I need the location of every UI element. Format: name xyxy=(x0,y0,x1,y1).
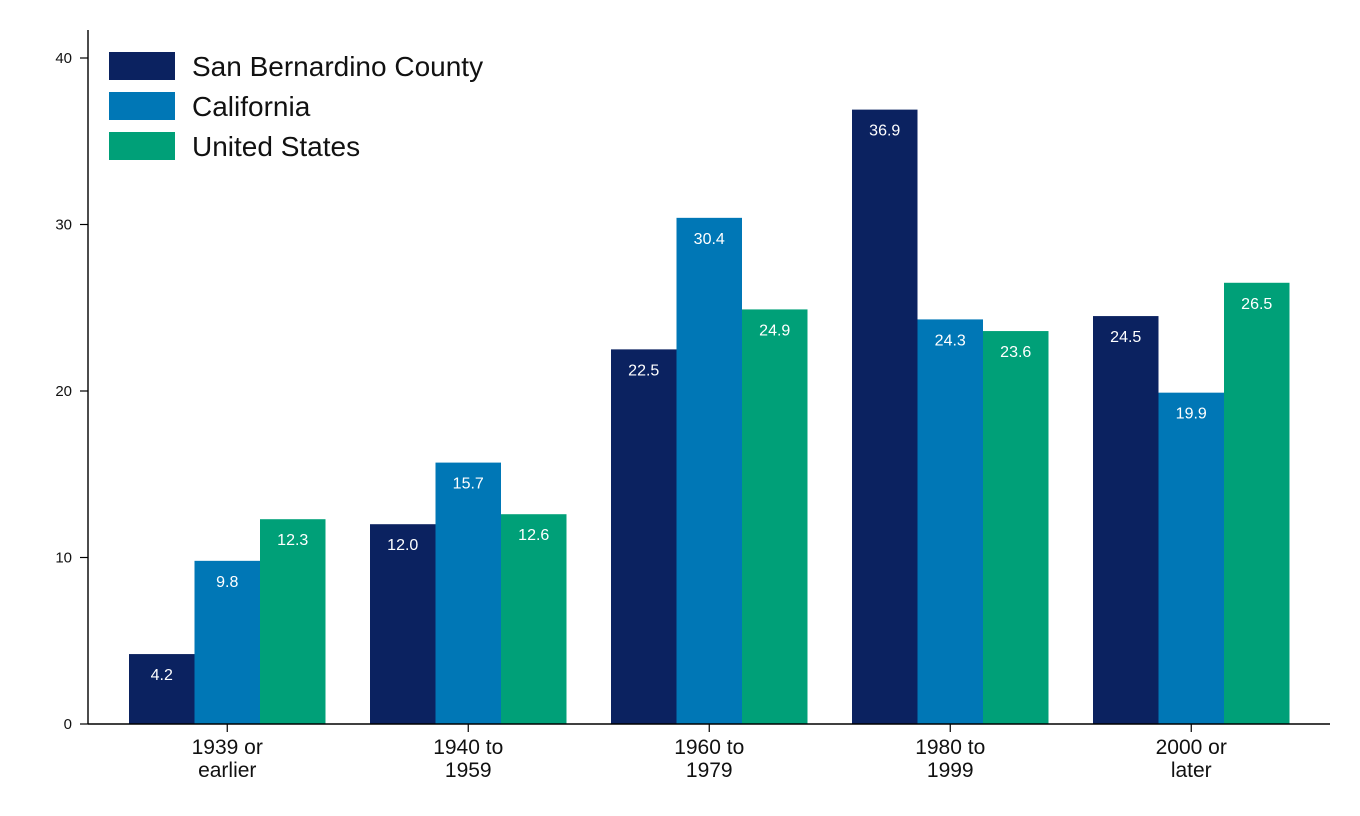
bar-value-label: 26.5 xyxy=(1241,296,1272,313)
bar-san-bernardino-county-0 xyxy=(129,654,195,724)
bar-value-label: 19.9 xyxy=(1176,406,1207,423)
bar-value-label: 36.9 xyxy=(869,123,900,140)
bar-value-label: 15.7 xyxy=(453,476,484,493)
x-tick-label: 1980 to xyxy=(915,736,985,759)
y-tick-label: 10 xyxy=(55,550,72,567)
y-tick-label: 40 xyxy=(55,50,72,67)
bar-united-states-0 xyxy=(260,519,326,724)
bar-value-label: 12.6 xyxy=(518,527,549,544)
bar-california-4 xyxy=(1158,392,1224,724)
bar-united-states-4 xyxy=(1224,282,1290,724)
x-tick-label: later xyxy=(1171,759,1212,782)
bar-value-label: 24.5 xyxy=(1110,329,1141,346)
y-tick-label: 20 xyxy=(55,383,72,400)
legend: San Bernardino County California United St… xyxy=(109,51,483,162)
x-tick-label: 1979 xyxy=(686,759,733,782)
bar-value-label: 24.9 xyxy=(759,322,790,339)
x-tick-label: 2000 or xyxy=(1156,736,1227,759)
bar-value-label: 22.5 xyxy=(628,362,659,379)
bar-san-bernardino-county-3 xyxy=(852,109,918,725)
bar-san-bernardino-county-2 xyxy=(611,349,677,724)
bar-california-0 xyxy=(194,560,260,724)
bar-california-3 xyxy=(917,319,983,724)
legend-label: United States xyxy=(192,131,360,162)
legend-label: California xyxy=(192,91,311,122)
bar-california-1 xyxy=(435,462,501,724)
x-tick-label: 1999 xyxy=(927,759,974,782)
bar-value-label: 9.8 xyxy=(216,574,238,591)
bar-value-label: 12.3 xyxy=(277,532,308,549)
x-tick-label: 1940 to xyxy=(433,736,503,759)
bar-united-states-3 xyxy=(983,331,1049,724)
legend-label: San Bernardino County xyxy=(192,51,483,82)
bar-california-2 xyxy=(676,217,742,724)
x-tick-label: earlier xyxy=(198,759,256,782)
x-tick-label: 1959 xyxy=(445,759,492,782)
legend-swatch-california xyxy=(109,92,175,120)
legend-swatch-united-states xyxy=(109,132,175,160)
y-tick-label: 30 xyxy=(55,217,72,234)
x-tick-label: 1960 to xyxy=(674,736,744,759)
bar-value-label: 24.3 xyxy=(935,332,966,349)
bar-value-label: 23.6 xyxy=(1000,344,1031,361)
bars-layer: 4.2 12.0 22.5 36.9 24.5 9.8 15.7 30.4 24.3 19.9 12… xyxy=(129,109,1290,725)
bar-united-states-2 xyxy=(742,309,808,724)
bar-value-label: 30.4 xyxy=(694,231,725,248)
bar-value-label: 4.2 xyxy=(151,667,173,684)
bar-value-label: 12.0 xyxy=(387,537,418,554)
x-tick-label: 1939 or xyxy=(192,736,263,759)
bar-united-states-1 xyxy=(501,514,567,724)
y-tick-label: 0 xyxy=(64,716,72,733)
bar-san-bernardino-county-1 xyxy=(370,524,436,724)
bar-san-bernardino-county-4 xyxy=(1093,316,1159,724)
legend-swatch-san-bernardino-county xyxy=(109,52,175,80)
